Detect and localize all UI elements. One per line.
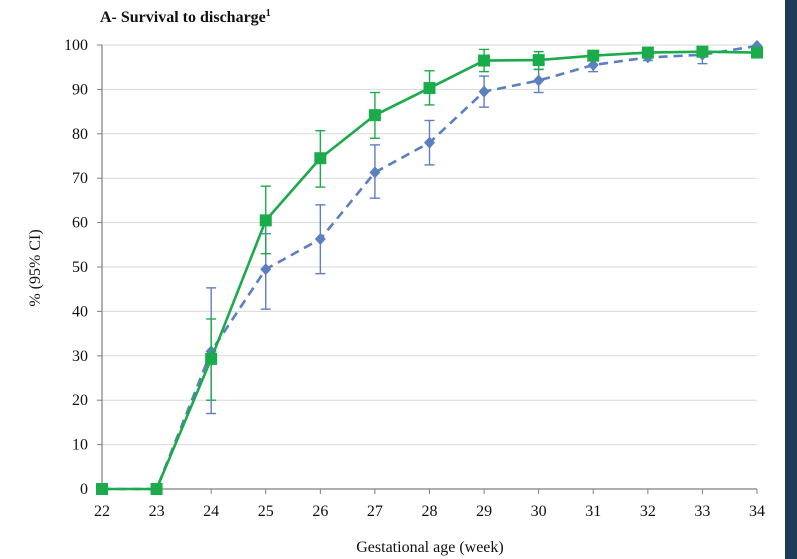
x-tick-label: 25 xyxy=(258,503,274,520)
x-tick-label: 34 xyxy=(749,503,765,520)
data-point-diamond xyxy=(314,233,326,246)
series-green-square xyxy=(96,45,763,495)
chart-title-superscript: 1 xyxy=(266,8,271,19)
data-point-diamond xyxy=(587,58,599,71)
data-point-square xyxy=(259,214,272,227)
y-tick-label: 100 xyxy=(64,37,88,54)
y-tick-labels: 0 10 20 30 40 50 60 70 80 90 100 xyxy=(64,37,88,498)
x-tick-label: 26 xyxy=(312,503,328,520)
y-tick-label: 20 xyxy=(72,392,88,409)
x-tick-label: 22 xyxy=(94,503,110,520)
y-axis-label: % (95% CI) xyxy=(27,229,44,306)
window-edge-bar xyxy=(785,0,797,559)
data-point-diamond xyxy=(369,166,381,179)
x-tick-label: 30 xyxy=(531,503,547,520)
data-point-diamond xyxy=(260,263,272,276)
x-axis-label: Gestational age (week) xyxy=(356,539,503,556)
data-point-square xyxy=(314,152,327,165)
x-tick-label: 29 xyxy=(476,503,492,520)
data-point-square xyxy=(532,54,545,67)
data-point-square xyxy=(368,109,381,122)
data-point-square xyxy=(641,46,654,59)
y-tick-label: 10 xyxy=(72,437,88,454)
data-point-diamond xyxy=(424,136,435,149)
series-layer xyxy=(96,39,763,495)
y-tick-label: 50 xyxy=(72,259,88,276)
x-tick-label: 28 xyxy=(422,503,438,520)
x-tick-label: 24 xyxy=(203,503,219,520)
y-tick-label: 0 xyxy=(80,481,88,498)
series-line xyxy=(102,50,758,491)
x-tick-label: 33 xyxy=(694,503,710,520)
x-tick-label: 32 xyxy=(640,503,656,520)
data-point-diamond xyxy=(478,85,490,98)
data-point-square xyxy=(751,46,763,59)
y-tick-label: 40 xyxy=(72,303,88,320)
data-point-square xyxy=(423,82,436,95)
x-tick-label: 27 xyxy=(367,503,383,520)
x-tick-label: 31 xyxy=(585,503,601,520)
data-point-diamond xyxy=(533,74,545,87)
y-tick-label: 90 xyxy=(72,81,88,98)
x-tick-labels: 22 23 24 25 26 27 28 29 30 31 32 33 34 xyxy=(94,503,765,520)
y-tick-label: 60 xyxy=(72,215,88,232)
data-point-square xyxy=(587,49,600,62)
chart-title: A- Survival to discharge1 xyxy=(100,8,271,26)
data-point-square xyxy=(696,45,709,58)
axes xyxy=(97,44,758,494)
data-point-square xyxy=(205,352,218,365)
y-tick-label: 70 xyxy=(72,170,88,187)
data-point-square xyxy=(150,483,163,495)
y-tick-label: 80 xyxy=(72,126,88,143)
chart-title-text: A- Survival to discharge xyxy=(100,9,266,26)
x-tick-label: 23 xyxy=(149,503,165,520)
data-point-square xyxy=(478,54,491,67)
data-point-square xyxy=(96,483,108,495)
y-tick-label: 30 xyxy=(72,348,88,365)
